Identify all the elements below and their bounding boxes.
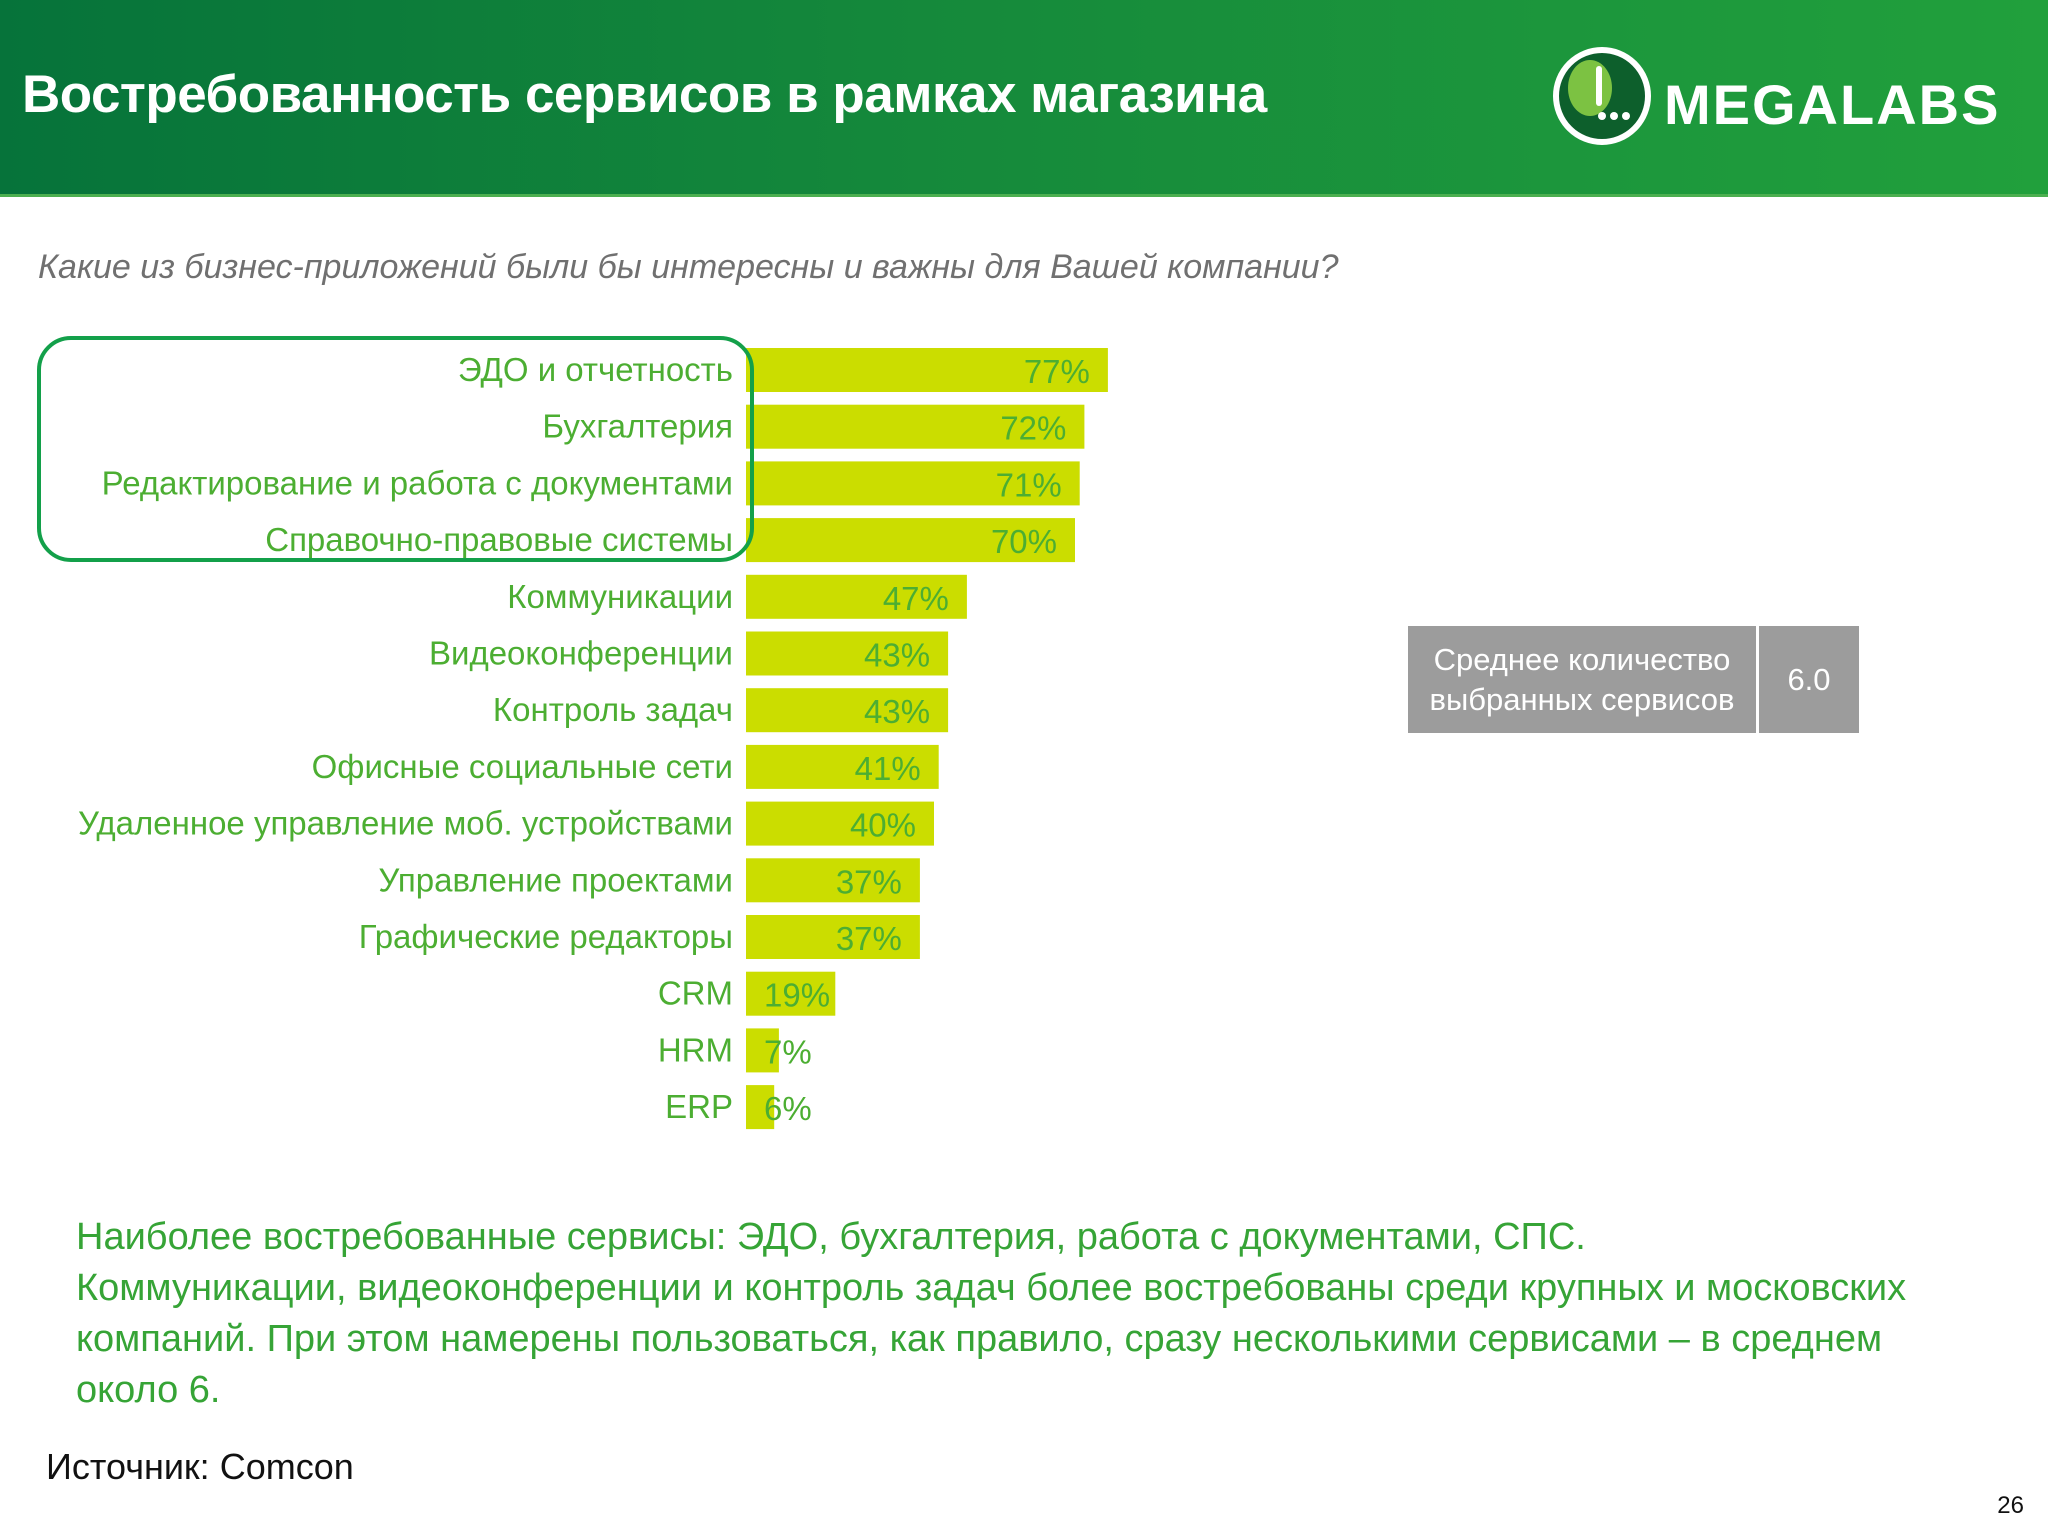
- category-label-8: Офисные социальные сети: [312, 748, 733, 785]
- bar-7: [746, 688, 949, 733]
- logo-wordmark: MEGALABS: [1664, 73, 2001, 136]
- category-label-11: Графические редакторы: [359, 918, 733, 955]
- value-label-6: 43%: [864, 637, 930, 674]
- bar-8: [746, 744, 939, 789]
- bar-14: [746, 1085, 775, 1130]
- value-label-3: 71%: [996, 466, 1062, 503]
- value-label-2: 72%: [1000, 410, 1066, 447]
- value-label-9: 40%: [850, 807, 916, 844]
- category-label-10: Управление проектами: [378, 861, 733, 898]
- bar-9: [746, 801, 934, 846]
- slide-title: Востребованность сервисов в рамках магаз…: [22, 65, 1267, 124]
- category-label-7: Контроль задач: [493, 691, 733, 728]
- conclusion-line-2: Коммуникации, видеоконференции и контрол…: [76, 1267, 1907, 1411]
- services-bar-chart: ЭДО и отчетность 77% Бухгалтерия 72% Редакти…: [78, 348, 1108, 1130]
- value-label-11: 37%: [836, 920, 902, 957]
- category-label-14: ERP: [665, 1088, 733, 1125]
- megalabs-logo: MEGALABS: [1552, 46, 2032, 146]
- page-number: 26: [1997, 1492, 2024, 1519]
- bar-3: [746, 461, 1080, 506]
- bar-12: [746, 971, 836, 1016]
- value-label-14: 6%: [764, 1090, 812, 1127]
- bar-10: [746, 858, 920, 903]
- average-services-summary: Среднее количество выбранных сервисов 6.…: [1408, 626, 1859, 733]
- category-label-9: Удаленное управление моб. устройствами: [78, 805, 733, 842]
- category-label-3: Редактирование и работа с документами: [102, 464, 733, 501]
- category-label-12: CRM: [658, 975, 733, 1012]
- bar-6: [746, 631, 949, 676]
- category-label-13: HRM: [658, 1031, 733, 1068]
- survey-question: Какие из бизнес-приложений были бы интер…: [38, 248, 1339, 286]
- summary-label-line2: выбранных сервисов: [1429, 681, 1735, 717]
- value-label-10: 37%: [836, 863, 902, 900]
- megafon-globe-icon: [1553, 47, 1651, 145]
- bar-13: [746, 1028, 779, 1073]
- top-services-highlight-frame: [37, 336, 754, 562]
- value-label-13: 7%: [764, 1033, 812, 1070]
- bar-11: [746, 915, 920, 959]
- slide-header: Востребованность сервисов в рамках магаз…: [0, 0, 2048, 197]
- category-label-1: ЭДО и отчетность: [458, 351, 733, 388]
- value-label-5: 47%: [883, 580, 949, 617]
- value-label-7: 43%: [864, 693, 930, 730]
- value-label-12: 19%: [764, 977, 830, 1014]
- bar-5: [746, 574, 967, 619]
- category-label-6: Видеоконференции: [429, 635, 733, 672]
- bar-1: [746, 348, 1108, 392]
- conclusion-line-1: Наиболее востребованные сервисы: ЭДО, бу…: [76, 1216, 1586, 1258]
- summary-label: Среднее количество выбранных сервисов: [1408, 626, 1756, 733]
- summary-label-line1: Среднее количество: [1433, 641, 1731, 677]
- bar-2: [746, 404, 1085, 449]
- category-label-2: Бухгалтерия: [542, 408, 733, 445]
- summary-value: 6.0: [1759, 626, 1859, 733]
- category-label-4: Справочно-правовые системы: [265, 521, 733, 558]
- value-label-8: 41%: [855, 750, 921, 787]
- source-note: Источник: Comcon: [46, 1446, 354, 1487]
- conclusion-text: Наиболее востребованные сервисы: ЭДО, бу…: [76, 1212, 1976, 1416]
- bar-4: [746, 518, 1075, 563]
- value-label-1: 77%: [1024, 353, 1090, 390]
- category-label-5: Коммуникации: [507, 578, 733, 615]
- value-label-4: 70%: [991, 523, 1057, 560]
